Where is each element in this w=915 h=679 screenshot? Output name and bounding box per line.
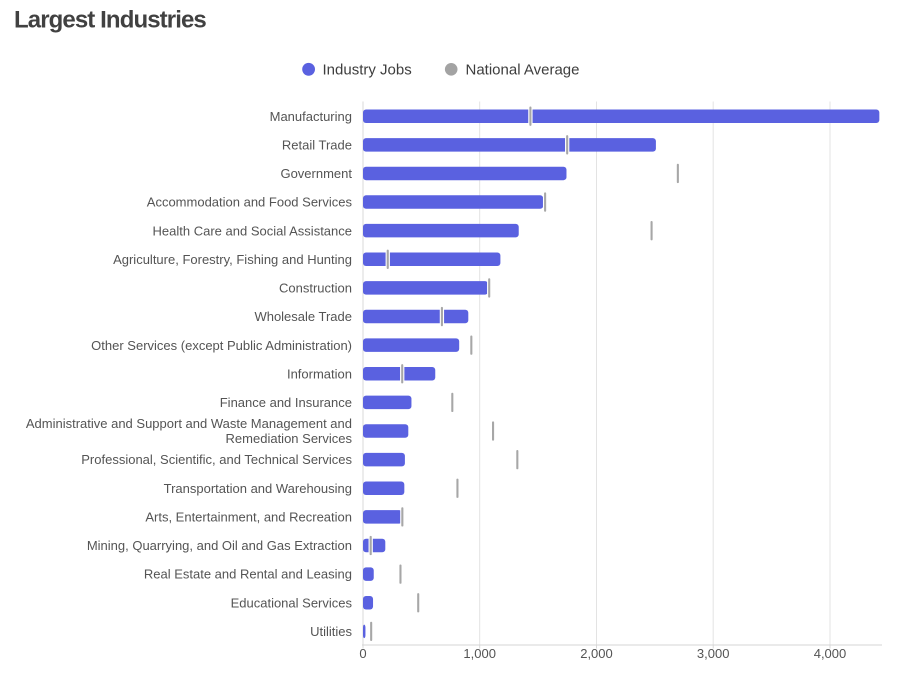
svg-text:Manufacturing: Manufacturing xyxy=(270,109,352,124)
svg-text:Arts, Entertainment, and Recre: Arts, Entertainment, and Recreation xyxy=(145,509,352,524)
svg-text:Retail Trade: Retail Trade xyxy=(282,137,352,152)
svg-text:Professional, Scientific, and: Professional, Scientific, and Technical … xyxy=(81,452,352,467)
svg-text:Finance and Insurance: Finance and Insurance xyxy=(220,395,352,410)
svg-text:2,000: 2,000 xyxy=(580,646,613,661)
svg-text:Wholesale Trade: Wholesale Trade xyxy=(254,309,352,324)
svg-text:Utilities: Utilities xyxy=(310,624,352,639)
svg-text:0: 0 xyxy=(359,646,366,661)
svg-text:Health Care and Social Assista: Health Care and Social Assistance xyxy=(153,223,352,238)
svg-text:National Average: National Average xyxy=(466,61,580,78)
svg-text:Information: Information xyxy=(287,366,352,381)
svg-text:Educational Services: Educational Services xyxy=(231,595,353,610)
svg-text:Mining, Quarrying, and Oil and: Mining, Quarrying, and Oil and Gas Extra… xyxy=(87,538,352,553)
svg-text:Real Estate and Rental and Lea: Real Estate and Rental and Leasing xyxy=(144,567,352,582)
svg-text:Industry Jobs: Industry Jobs xyxy=(323,61,412,78)
svg-text:Construction: Construction xyxy=(279,281,352,296)
svg-text:Administrative and Support and: Administrative and Support and Waste Man… xyxy=(26,416,352,431)
svg-text:Largest Industries: Largest Industries xyxy=(14,7,206,34)
svg-text:Accommodation and Food Service: Accommodation and Food Services xyxy=(147,195,353,210)
svg-text:Remediation Services: Remediation Services xyxy=(226,431,353,446)
svg-text:4,000: 4,000 xyxy=(814,646,847,661)
svg-text:Other Services (except Public: Other Services (except Public Administra… xyxy=(91,338,352,353)
svg-text:3,000: 3,000 xyxy=(697,646,730,661)
svg-text:Agriculture, Forestry, Fishing: Agriculture, Forestry, Fishing and Hunti… xyxy=(113,252,352,267)
svg-text:Government: Government xyxy=(280,166,352,181)
svg-text:1,000: 1,000 xyxy=(463,646,496,661)
svg-text:Transportation and Warehousing: Transportation and Warehousing xyxy=(164,481,352,496)
